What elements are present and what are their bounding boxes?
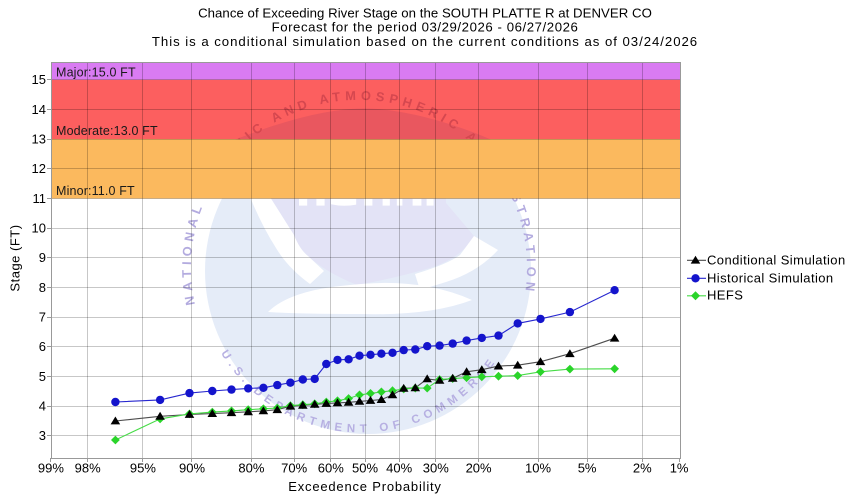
svg-text:80%: 80%	[238, 461, 264, 476]
svg-text:13: 13	[32, 131, 46, 146]
svg-text:90%: 90%	[179, 461, 205, 476]
svg-text:3: 3	[39, 428, 46, 443]
svg-text:Major:15.0 FT: Major:15.0 FT	[56, 65, 136, 79]
svg-text:Stage (FT): Stage (FT)	[8, 224, 23, 291]
svg-text:Forecast for the period 03/29/: Forecast for the period 03/29/2026 - 06/…	[272, 20, 579, 35]
svg-text:Minor:11.0 FT: Minor:11.0 FT	[56, 184, 135, 198]
svg-text:8: 8	[39, 280, 46, 295]
svg-text:30%: 30%	[423, 461, 449, 476]
svg-text:50%: 50%	[352, 461, 378, 476]
svg-text:70%: 70%	[281, 461, 307, 476]
svg-text:10: 10	[32, 221, 46, 236]
svg-text:11: 11	[33, 191, 47, 206]
svg-text:40%: 40%	[386, 461, 412, 476]
svg-text:60%: 60%	[318, 461, 344, 476]
svg-text:Conditional Simulation: Conditional Simulation	[707, 253, 846, 268]
svg-text:HEFS: HEFS	[707, 288, 743, 303]
svg-text:98%: 98%	[75, 461, 101, 476]
svg-text:4: 4	[39, 399, 46, 414]
svg-text:5: 5	[39, 369, 46, 384]
svg-text:5%: 5%	[578, 461, 597, 476]
svg-text:10%: 10%	[525, 461, 551, 476]
svg-text:9: 9	[39, 250, 46, 265]
svg-text:2%: 2%	[633, 461, 652, 476]
svg-text:1%: 1%	[670, 461, 689, 476]
svg-text:Moderate:13.0 FT: Moderate:13.0 FT	[56, 124, 158, 138]
svg-text:14: 14	[32, 102, 46, 117]
svg-text:12: 12	[32, 161, 46, 176]
svg-text:Historical Simulation: Historical Simulation	[707, 270, 834, 285]
svg-text:95%: 95%	[130, 461, 156, 476]
svg-text:7: 7	[39, 310, 46, 325]
svg-text:99%: 99%	[38, 461, 64, 476]
svg-text:15: 15	[32, 72, 46, 87]
svg-text:20%: 20%	[466, 461, 492, 476]
svg-text:Chance of Exceeding River Stag: Chance of Exceeding River Stage on the S…	[198, 6, 652, 21]
svg-text:This is a conditional simulati: This is a conditional simulation based o…	[152, 34, 698, 49]
svg-text:Exceedence Probability: Exceedence Probability	[288, 479, 441, 494]
svg-text:6: 6	[39, 339, 46, 354]
